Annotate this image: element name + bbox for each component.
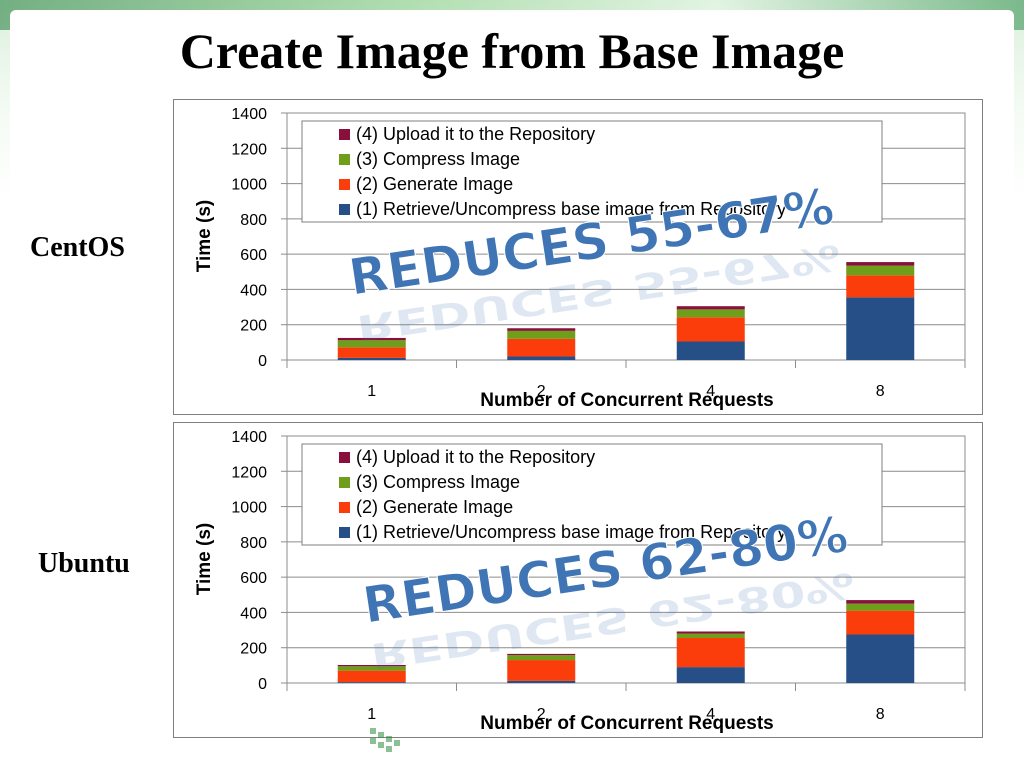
bar-segment bbox=[507, 328, 576, 331]
legend-label: (1) Retrieve/Uncompress base image from … bbox=[356, 199, 786, 219]
legend-label: (3) Compress Image bbox=[356, 472, 520, 492]
ubuntu-chart-svg: 0 200 400 600 800 1000 1200 1400 1 2 4 8 Number of C… bbox=[194, 429, 966, 734]
bar-segment bbox=[337, 347, 406, 358]
y-axis-title: Time (s) bbox=[194, 523, 215, 596]
bar-segment bbox=[846, 610, 915, 635]
y-tick-label: 800 bbox=[240, 535, 267, 552]
bar-segment bbox=[337, 665, 406, 667]
centos-chart-svg: 0 200 400 600 800 1000 1200 1400 1 2 4 8 Number of C… bbox=[194, 106, 966, 411]
x-tick-label: 2 bbox=[537, 383, 546, 400]
legend-box bbox=[301, 443, 883, 546]
y-tick-label: 200 bbox=[240, 641, 267, 658]
x-axis-title: Number of Concurrent Requests bbox=[480, 390, 773, 411]
bar-segment bbox=[676, 341, 745, 360]
bar-segment bbox=[676, 638, 745, 668]
bar-segment bbox=[507, 680, 576, 683]
legend-swatch bbox=[339, 129, 350, 140]
y-tick-label: 1200 bbox=[231, 464, 267, 481]
x-tick-label: 4 bbox=[706, 383, 715, 400]
centos-chart: 0 200 400 600 800 1000 1200 1400 1 2 4 8 Number of C… bbox=[173, 99, 983, 415]
x-tick-label: 4 bbox=[706, 706, 715, 723]
legend-label: (2) Generate Image bbox=[356, 174, 513, 194]
bar-segment bbox=[846, 265, 915, 276]
legend-label: (4) Upload it to the Repository bbox=[356, 447, 595, 467]
y-axis-title: Time (s) bbox=[194, 200, 215, 273]
legend-label: (1) Retrieve/Uncompress base image from … bbox=[356, 522, 786, 542]
bar-segment bbox=[846, 634, 915, 683]
legend-swatch bbox=[339, 477, 350, 488]
ubuntu-chart: 0 200 400 600 800 1000 1200 1400 1 2 4 8 Number of C… bbox=[173, 422, 983, 738]
legend-swatch bbox=[339, 154, 350, 165]
bar-segment bbox=[507, 653, 576, 656]
bar-segment bbox=[676, 306, 745, 310]
y-tick-label: 1400 bbox=[231, 429, 267, 446]
bar-segment bbox=[846, 603, 915, 611]
y-tick-label: 0 bbox=[258, 353, 267, 370]
y-tick-label: 600 bbox=[240, 247, 267, 264]
bar-segment bbox=[676, 631, 745, 634]
ubuntu-label: Ubuntu bbox=[38, 548, 130, 579]
bar-segment bbox=[676, 317, 745, 342]
y-tick-label: 800 bbox=[240, 212, 267, 229]
legend-label: (2) Generate Image bbox=[356, 497, 513, 517]
y-tick-label: 1000 bbox=[231, 500, 267, 517]
bar-segment bbox=[846, 297, 915, 360]
bar-segment bbox=[676, 633, 745, 639]
legend-label: (4) Upload it to the Repository bbox=[356, 124, 595, 144]
y-tick-label: 1400 bbox=[231, 106, 267, 123]
legend-swatch bbox=[339, 452, 350, 463]
x-tick-label: 1 bbox=[367, 706, 376, 723]
bar-segment bbox=[507, 660, 576, 681]
bar-segment bbox=[337, 340, 406, 348]
y-tick-label: 1200 bbox=[231, 141, 267, 158]
x-tick-label: 2 bbox=[537, 706, 546, 723]
bar-segment bbox=[337, 682, 406, 683]
bar-segment bbox=[337, 337, 406, 341]
bar-segment bbox=[507, 356, 576, 360]
bar-segment bbox=[337, 357, 406, 360]
bar-segment bbox=[846, 262, 915, 266]
y-tick-label: 400 bbox=[240, 605, 267, 622]
y-tick-label: 600 bbox=[240, 570, 267, 587]
centos-label: CentOS bbox=[30, 232, 125, 263]
y-tick-label: 0 bbox=[258, 676, 267, 693]
bar-segment bbox=[507, 338, 576, 357]
legend-swatch bbox=[339, 179, 350, 190]
bar-segment bbox=[507, 655, 576, 661]
y-tick-label: 1000 bbox=[231, 177, 267, 194]
legend-box bbox=[301, 120, 883, 223]
slide-title: Create Image from Base Image bbox=[179, 23, 845, 79]
logo-mark bbox=[370, 728, 400, 752]
legend-swatch bbox=[339, 502, 350, 513]
y-tick-label: 400 bbox=[240, 282, 267, 299]
bar-segment bbox=[676, 667, 745, 683]
y-tick-label: 200 bbox=[240, 318, 267, 335]
bar-segment bbox=[337, 670, 406, 683]
bar-segment bbox=[676, 309, 745, 318]
bar-segment bbox=[846, 275, 915, 298]
bar-segment bbox=[337, 666, 406, 671]
legend-swatch bbox=[339, 527, 350, 538]
legend-label: (3) Compress Image bbox=[356, 149, 520, 169]
x-tick-label: 1 bbox=[367, 383, 376, 400]
legend-swatch bbox=[339, 204, 350, 215]
x-axis-title: Number of Concurrent Requests bbox=[480, 713, 773, 734]
bar-segment bbox=[507, 330, 576, 339]
bar-segment bbox=[846, 600, 915, 604]
x-tick-label: 8 bbox=[876, 383, 885, 400]
x-tick-label: 8 bbox=[876, 706, 885, 723]
